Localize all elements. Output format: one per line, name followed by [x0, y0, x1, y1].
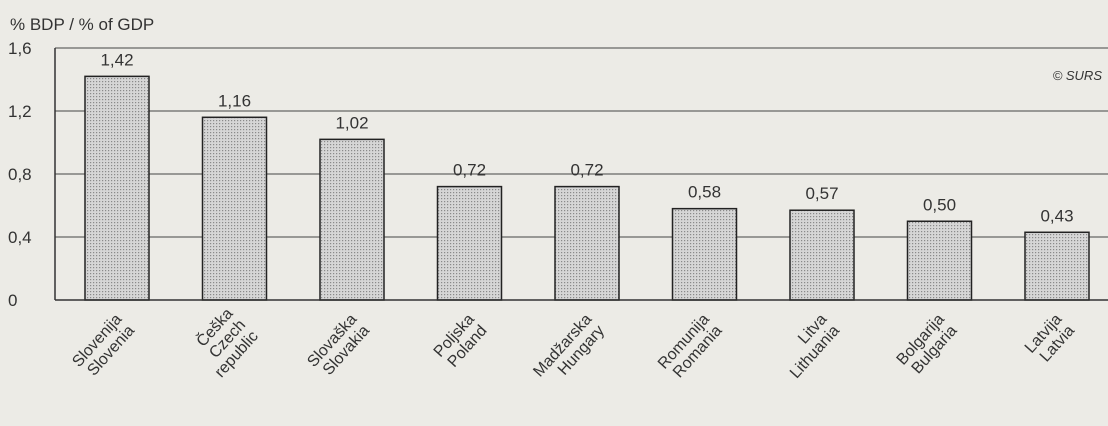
y-tick-label: 0: [8, 291, 17, 310]
bar: [319, 138, 385, 301]
value-label: 0,72: [453, 161, 486, 180]
bar: [1024, 231, 1090, 301]
value-label: 0,57: [805, 184, 838, 203]
value-label: 1,42: [100, 50, 133, 69]
bar: [671, 207, 738, 301]
axes: [54, 48, 1108, 301]
bar: [84, 75, 150, 301]
bar: [201, 116, 268, 301]
value-label: 1,16: [218, 91, 251, 110]
y-tick-label: 1,6: [8, 39, 32, 58]
y-tick-label: 0,8: [8, 165, 32, 184]
value-label: 0,72: [570, 161, 603, 180]
bar: [554, 185, 620, 301]
y-tick-label: 1,2: [8, 102, 32, 121]
y-axis-title: % BDP / % of GDP: [10, 15, 154, 34]
bar: [906, 220, 973, 301]
bar: [789, 209, 855, 301]
value-label: 0,43: [1040, 206, 1073, 225]
value-label: 0,58: [688, 183, 721, 202]
y-tick-label: 0,4: [8, 228, 32, 247]
value-label: 0,50: [923, 195, 956, 214]
value-label: 1,02: [335, 113, 368, 132]
copyright-label: © SURS: [1053, 68, 1103, 83]
bar: [436, 185, 503, 301]
